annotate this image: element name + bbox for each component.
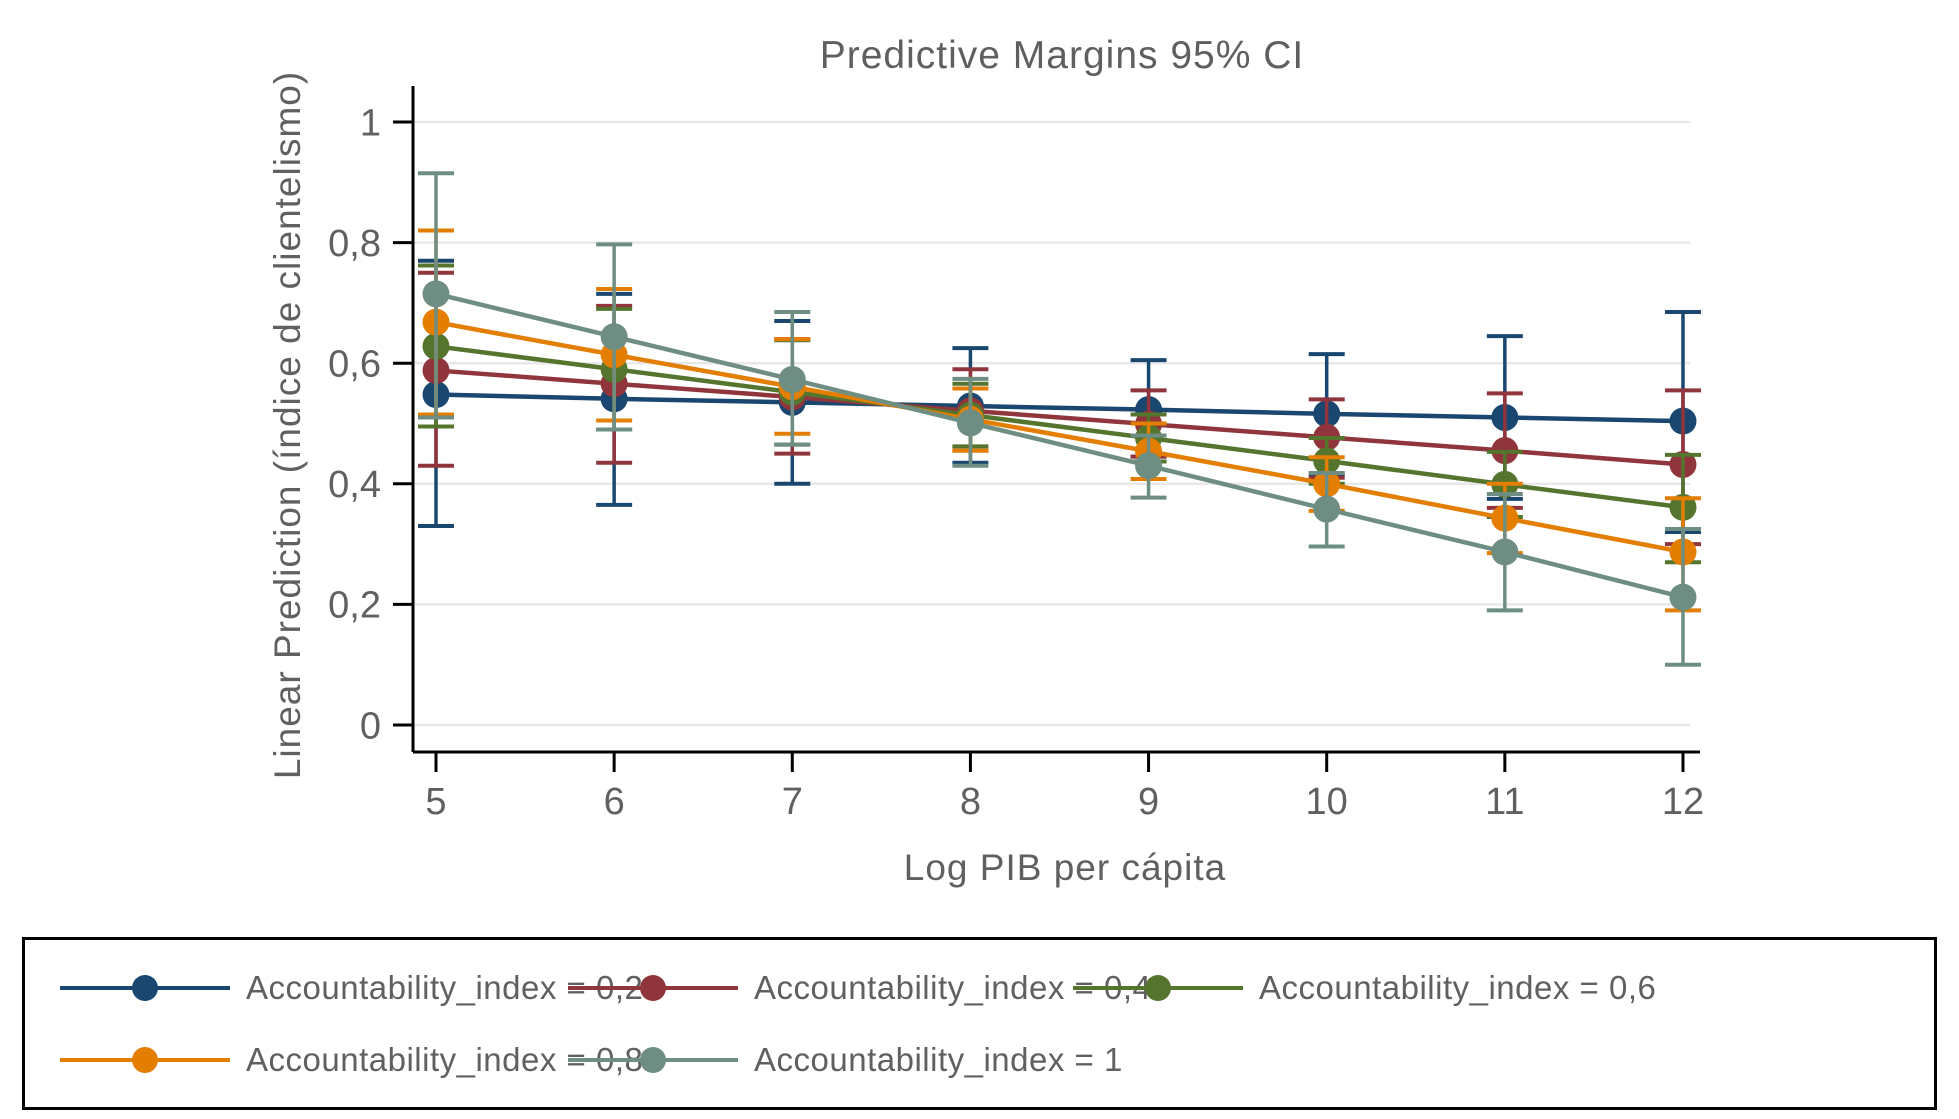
y-tick-label: 0,8	[328, 223, 381, 265]
legend-item: Accountability_index = 1	[568, 1041, 1122, 1079]
x-tick-label: 11	[1485, 781, 1524, 823]
legend-item: Accountability_index = 0,8	[60, 1041, 643, 1079]
legend: Accountability_index = 0,2 Accountability…	[22, 937, 1937, 1110]
x-tick-label: 5	[425, 781, 446, 823]
x-tick-label: 9	[1138, 781, 1159, 823]
y-tick-label: 0,4	[328, 464, 381, 506]
y-tick-label: 0,2	[328, 585, 381, 627]
legend-dot-icon	[132, 974, 158, 1001]
legend-item: Accountability_index = 0,4	[568, 969, 1151, 1007]
x-tick-label: 12	[1662, 781, 1704, 823]
legend-dot-icon	[640, 974, 666, 1001]
x-tick-label: 7	[782, 781, 803, 823]
x-tick-label: 6	[604, 781, 625, 823]
series-line	[435, 344, 1684, 510]
legend-marker-icon	[60, 1046, 230, 1073]
series-line	[435, 319, 1684, 555]
data-point	[956, 409, 984, 437]
y-tick-label: 0	[360, 705, 381, 747]
legend-label: Accountability_index = 1	[754, 1040, 1123, 1078]
y-tick-label: 0,6	[328, 344, 381, 386]
legend-item: Accountability_index = 0,2	[60, 969, 643, 1007]
series-layer	[418, 171, 1701, 667]
data-point	[422, 280, 450, 308]
chart-title: Predictive Margins 95% CI	[820, 34, 1305, 77]
series-line	[435, 392, 1684, 424]
margins-plot: 0 0,2 0,4 0,6 0,8 1 5 6 7 8 9 10 11 12 Predictive Mar…	[267, 34, 1704, 888]
data-point	[600, 323, 628, 351]
x-tick-label: 8	[960, 781, 981, 823]
legend-dot-icon	[132, 1046, 158, 1073]
legend-marker-icon	[60, 974, 230, 1001]
x-tick-label: 10	[1306, 781, 1348, 823]
data-point	[778, 365, 806, 393]
x-axis-title: Log PIB per cápita	[904, 847, 1226, 888]
series-line	[435, 368, 1684, 467]
data-point	[1669, 583, 1697, 611]
axes	[393, 86, 1700, 772]
legend-label: Accountability_index = 0,6	[1259, 968, 1657, 1006]
legend-marker-icon	[1073, 974, 1243, 1001]
data-point	[1135, 452, 1163, 480]
series-accountability-index-1	[418, 171, 1701, 667]
data-point	[1491, 538, 1519, 566]
tick-labels: 0 0,2 0,4 0,6 0,8 1 5 6 7 8 9 10 11 12	[328, 102, 1704, 823]
legend-dot-icon	[640, 1046, 666, 1073]
series-line	[435, 291, 1684, 600]
legend-marker-icon	[568, 974, 738, 1001]
legend-dot-icon	[1145, 974, 1171, 1001]
y-axis-title: Linear Prediction (índice de clientelism…	[267, 71, 308, 779]
legend-item: Accountability_index = 0,6	[1073, 969, 1934, 1007]
legend-marker-icon	[568, 1046, 738, 1073]
y-tick-label: 1	[360, 102, 381, 144]
data-point	[1313, 495, 1341, 523]
